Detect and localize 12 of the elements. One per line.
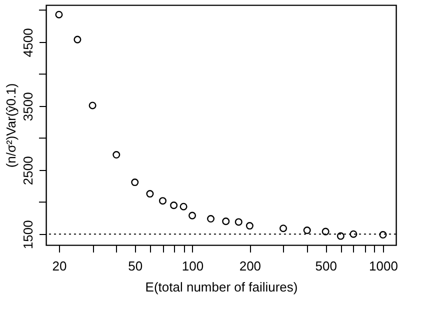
x-tick-label: 100 (182, 258, 204, 274)
y-axis-title: (n/σ²)Var(ŷ0.1) (4, 83, 18, 168)
x-tick-label: 1000 (369, 258, 398, 274)
x-tick-label: 50 (128, 258, 143, 274)
x-tick-label: 200 (239, 258, 262, 274)
y-tick-label: 1500 (20, 220, 36, 250)
y-tick-label: 4500 (20, 28, 36, 58)
y-tick-label: 3500 (20, 92, 36, 122)
y-tick-label: 2500 (20, 156, 36, 186)
x-axis-title: E(total number of failiures) (145, 280, 298, 294)
x-tick-label: 500 (315, 258, 337, 274)
x-tick-label: 20 (52, 258, 67, 274)
